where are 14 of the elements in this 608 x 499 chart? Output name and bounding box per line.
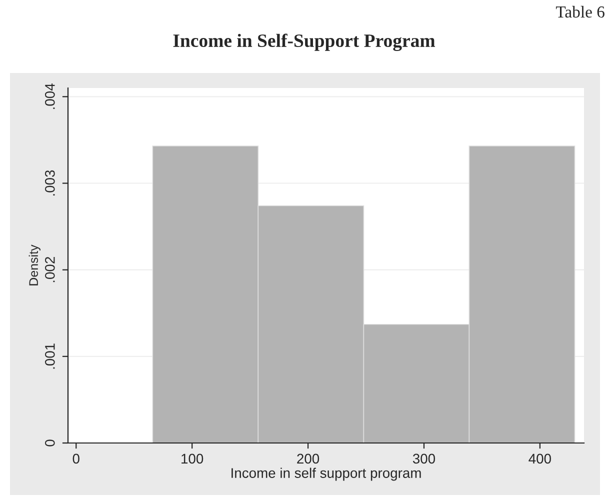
x-tick-label: 400	[528, 454, 551, 464]
x-tick-label: 300	[412, 454, 436, 464]
x-tick-label: 0	[72, 454, 80, 464]
y-tick-label: .001	[45, 344, 55, 369]
y-tick-label: 0	[45, 440, 55, 446]
y-tick-label: .004	[45, 84, 55, 109]
y-tick-label: .002	[45, 257, 55, 282]
x-tick-label: 200	[297, 454, 320, 464]
caption: Table 6	[556, 6, 604, 18]
x-axis-title: Income in self support program	[232, 468, 421, 481]
chart-title: Income in Self-Support Program	[173, 34, 436, 51]
x-tick-label: 100	[182, 454, 204, 464]
y-axis-title: Density	[28, 244, 40, 286]
y-tick-label: .003	[45, 170, 55, 196]
